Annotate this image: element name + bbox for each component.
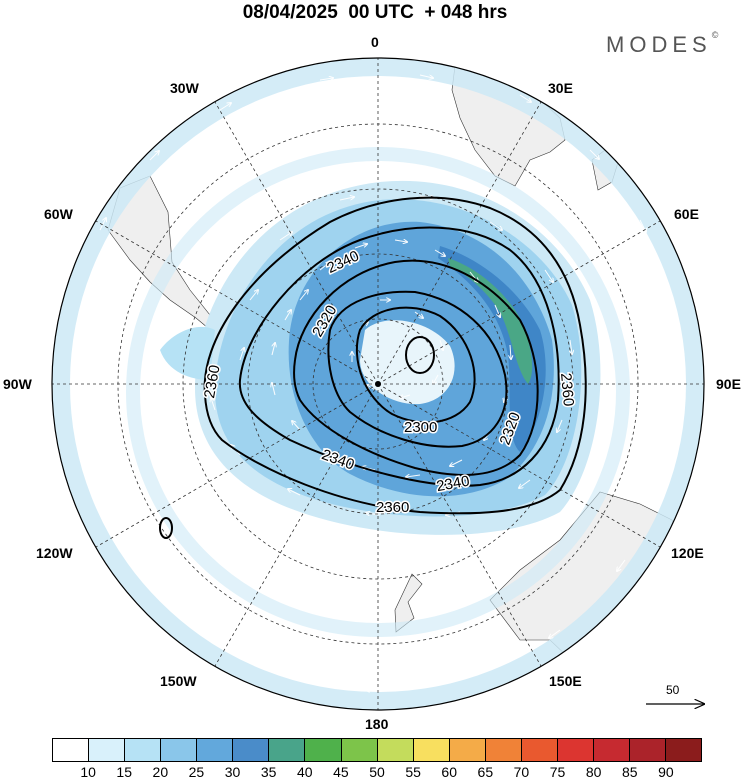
- reference-vector-arrow: [646, 684, 708, 714]
- shade-outer-left-patch: [160, 326, 215, 380]
- legend-swatch: [233, 739, 270, 761]
- lon-label-90e: 90E: [716, 376, 741, 392]
- legend-tick-label: 90: [658, 764, 674, 780]
- contour-label: 2360: [557, 372, 577, 407]
- copyright-mark: ©: [711, 30, 719, 40]
- contour-low-center: [405, 336, 435, 374]
- legend-swatch: [521, 739, 558, 761]
- map-title: 08/04/2025 00 UTC + 048 hrs: [242, 2, 508, 23]
- lon-label-60e: 60E: [674, 206, 699, 222]
- height-contours: [159, 196, 587, 539]
- legend-swatch: [377, 739, 414, 761]
- legend-swatch: [666, 739, 702, 761]
- contour-2280: [355, 306, 476, 424]
- legend-tick-label: 25: [188, 764, 205, 780]
- shade-jet-max: [448, 258, 533, 384]
- reference-vector-label: 50: [666, 683, 680, 697]
- graticule: [52, 58, 704, 710]
- legend-swatch: [413, 739, 450, 761]
- legend-swatch: [161, 739, 198, 761]
- wind-vectors: [89, 74, 672, 690]
- legend-swatch: [630, 739, 667, 761]
- legend-tick-label: 50: [369, 764, 385, 780]
- contour-small-120w: [159, 517, 173, 539]
- legend-swatch: [449, 739, 486, 761]
- legend-tick-label: 30: [224, 764, 241, 780]
- brand-logo: MODES©: [606, 30, 719, 57]
- color-legend: [52, 738, 702, 762]
- legend-swatch: [197, 739, 234, 761]
- lon-label-120e: 120E: [671, 545, 704, 561]
- legend-tick-label: 85: [621, 764, 638, 780]
- legend-tick-label: 65: [477, 764, 494, 780]
- legend-tick-label: 80: [585, 764, 602, 780]
- south-pole-dot: [375, 381, 381, 387]
- legend-tick-label: 70: [513, 764, 530, 780]
- map-content: 2340 2320 2360 2300 2320 2340 2360 2340 …: [52, 58, 704, 710]
- lon-label-60w: 60W: [44, 206, 73, 222]
- legend-tick-label: 45: [333, 764, 349, 780]
- legend-swatch: [53, 739, 90, 761]
- legend-tick-label: 10: [80, 764, 96, 780]
- contour-2340: [238, 226, 560, 487]
- contour-2300: [327, 290, 508, 448]
- map-boundary: [51, 57, 705, 711]
- legend-swatch: [269, 739, 306, 761]
- lon-label-150w: 150W: [160, 673, 197, 689]
- contour-label: 2300: [404, 419, 437, 436]
- legend-swatch: [341, 739, 378, 761]
- legend-swatch: [557, 739, 594, 761]
- polar-map: 2340 2320 2360 2300 2320 2340 2360 2340 …: [51, 57, 705, 711]
- legend-swatch: [305, 739, 342, 761]
- lon-label-120w: 120W: [36, 545, 73, 561]
- lon-label-180: 180: [365, 716, 389, 732]
- legend-tick-label: 15: [116, 764, 133, 780]
- contour-label: 2360: [376, 499, 409, 516]
- legend-tick-label: 60: [441, 764, 458, 780]
- lon-label-0: 0: [371, 34, 379, 50]
- lon-label-30e: 30E: [548, 80, 573, 96]
- contour-2360: [203, 196, 587, 515]
- legend-swatch: [485, 739, 522, 761]
- lon-label-30w: 30W: [170, 80, 199, 96]
- legend-ticks: 10 15 20 25 30 35 40 45 50 55 60 65 70 75 80 85 90: [52, 764, 702, 782]
- legend-tick-label: 20: [152, 764, 169, 780]
- contour-2320: [293, 259, 539, 476]
- lon-label-150e: 150E: [549, 673, 582, 689]
- legend-tick-label: 40: [296, 764, 313, 780]
- legend-tick-label: 75: [549, 764, 566, 780]
- lon-label-90w: 90W: [3, 376, 32, 392]
- legend-swatch: [89, 739, 126, 761]
- legend-swatch: [125, 739, 162, 761]
- legend-tick-label: 55: [405, 764, 421, 780]
- shade-band-core: [438, 246, 546, 452]
- legend-tick-label: 35: [260, 764, 277, 780]
- legend-swatch: [593, 739, 630, 761]
